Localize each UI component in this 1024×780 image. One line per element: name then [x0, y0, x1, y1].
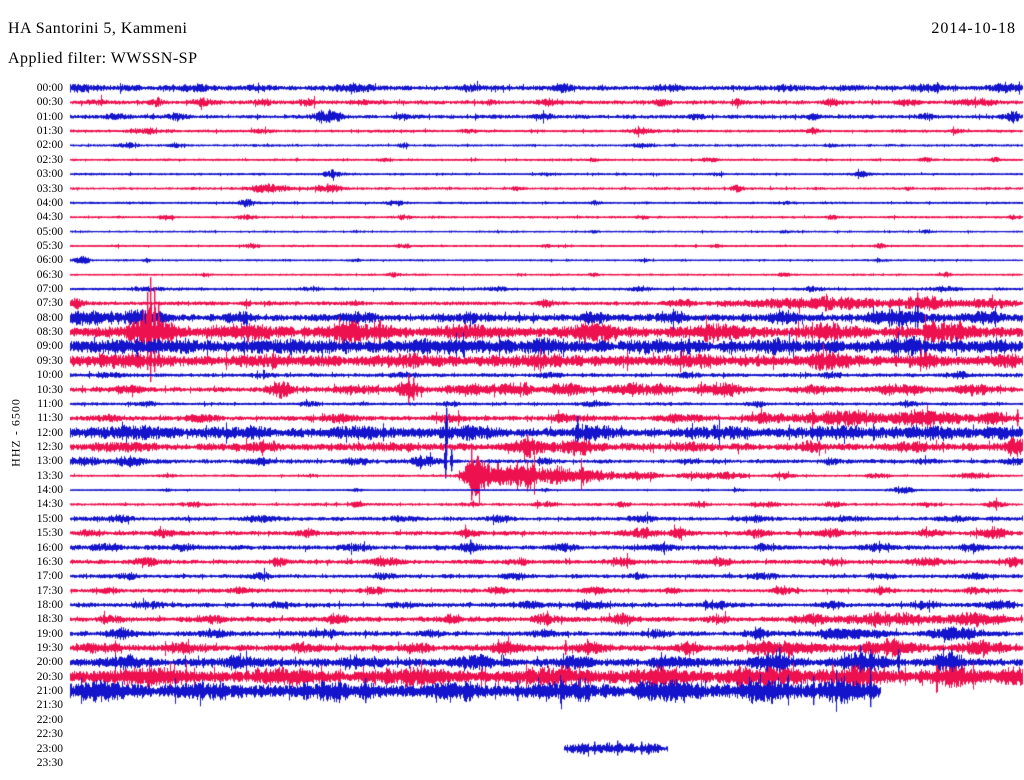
- station-title: HA Santorini 5, Kammeni: [8, 20, 188, 37]
- row-time-label: 01:30: [36, 125, 63, 138]
- channel-axis-label: HHZ - 6500: [8, 398, 23, 467]
- row-time-label: 07:00: [36, 283, 63, 296]
- row-time-label: 00:30: [36, 96, 63, 109]
- row-time-label: 03:00: [36, 168, 63, 181]
- row-time-label: 22:30: [36, 728, 63, 741]
- row-time-label: 08:00: [36, 311, 63, 324]
- row-time-label: 02:00: [36, 139, 63, 152]
- row-time-label: 02:30: [36, 153, 63, 166]
- row-time-label: 20:30: [36, 670, 63, 683]
- row-time-label: 14:00: [36, 484, 63, 497]
- row-time-label: 16:30: [36, 555, 63, 568]
- plot-date: 2014-10-18: [931, 20, 1016, 37]
- row-time-label: 05:30: [36, 239, 63, 252]
- row-time-label: 10:00: [36, 369, 63, 382]
- row-time-label: 05:00: [36, 225, 63, 238]
- row-time-label: 18:30: [36, 613, 63, 626]
- row-time-label: 15:30: [36, 527, 63, 540]
- row-time-label: 10:30: [36, 383, 63, 396]
- row-time-label: 12:30: [36, 441, 63, 453]
- row-time-label: 18:00: [36, 598, 63, 611]
- row-time-label: 06:00: [36, 254, 63, 267]
- row-time-label: 06:30: [36, 268, 63, 281]
- row-time-label: 21:30: [36, 699, 63, 712]
- row-time-label: 08:30: [36, 326, 63, 339]
- row-time-label: 01:00: [36, 110, 63, 123]
- filter-label: Applied filter: WWSSN-SP: [8, 50, 198, 67]
- row-time-label: 11:00: [37, 397, 63, 410]
- row-time-label: 07:30: [36, 297, 63, 310]
- row-time-label: 09:00: [36, 340, 63, 353]
- row-time-label: 15:00: [36, 512, 63, 525]
- row-time-label: 00:00: [36, 82, 63, 94]
- row-time-label: 13:30: [36, 469, 63, 482]
- row-time-label: 16:00: [36, 541, 63, 554]
- row-time-label: 19:30: [36, 642, 63, 655]
- row-time-label: 11:30: [37, 412, 63, 425]
- row-time-label: 13:00: [36, 455, 63, 468]
- row-time-label: 17:30: [36, 584, 63, 597]
- row-time-label: 09:30: [36, 354, 63, 367]
- row-time-label: 23:00: [36, 742, 63, 755]
- row-time-label: 04:30: [36, 211, 63, 224]
- row-time-label: 12:00: [36, 426, 63, 439]
- row-time-label: 20:00: [36, 656, 63, 669]
- row-time-label: 19:00: [36, 627, 63, 640]
- row-time-label: 23:30: [36, 756, 63, 769]
- row-time-label: 04:00: [36, 196, 63, 209]
- row-time-label: 14:30: [36, 498, 63, 511]
- row-time-label: 03:30: [36, 182, 63, 195]
- row-time-label: 22:00: [36, 713, 63, 726]
- row-time-label: 21:00: [36, 685, 63, 698]
- row-time-label: 17:00: [36, 570, 63, 583]
